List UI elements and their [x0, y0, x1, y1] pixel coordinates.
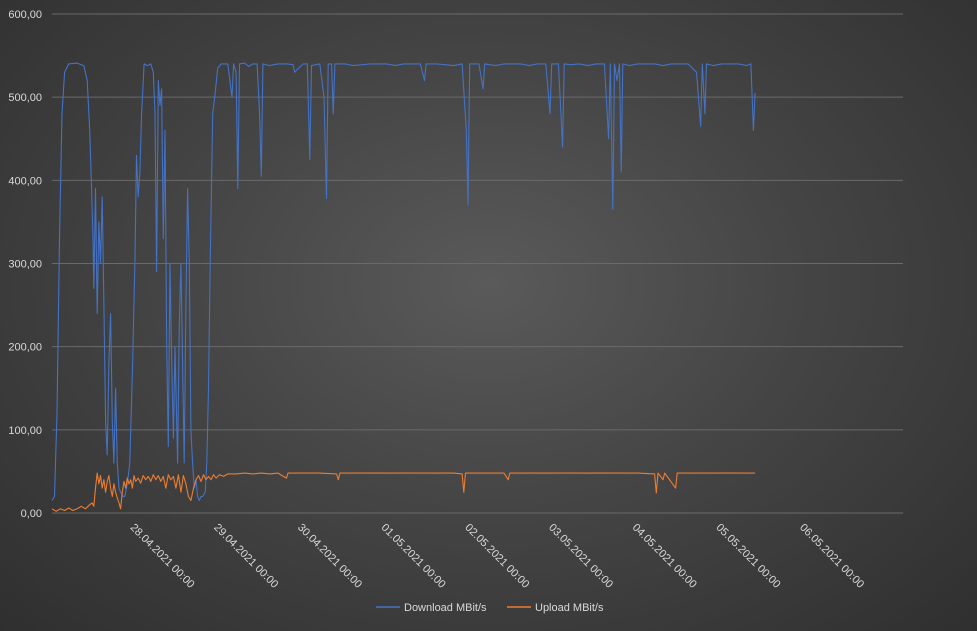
- y-tick-label: 600,00: [8, 9, 42, 21]
- y-tick-label: 300,00: [8, 259, 42, 271]
- x-tick: 04.05.2021 00:00: [630, 522, 699, 591]
- x-tick: 06.05.2021 00:00: [797, 522, 866, 591]
- x-tick: 02.05.2021 00:00: [462, 522, 531, 591]
- x-tick-label: 30.04.2021 00:00: [295, 522, 364, 591]
- x-tick-label: 05.05.2021 00:00: [713, 522, 782, 591]
- legend-label: Upload MBit/s: [535, 602, 604, 614]
- x-tick-label: 04.05.2021 00:00: [630, 522, 699, 591]
- x-tick-label: 29.04.2021 00:00: [211, 522, 280, 591]
- series-line-upload: [51, 472, 756, 512]
- y-tick-label: 400,00: [8, 175, 42, 187]
- legend-label: Download MBit/s: [404, 602, 487, 614]
- y-tick-label: 500,00: [8, 92, 42, 104]
- x-tick: 29.04.2021 00:00: [211, 522, 280, 591]
- x-tick-label: 01.05.2021 00:00: [379, 522, 448, 591]
- x-tick-label: 28.04.2021 00:00: [128, 522, 197, 591]
- x-tick: 30.04.2021 00:00: [295, 522, 364, 591]
- x-tick-label: 02.05.2021 00:00: [462, 522, 531, 591]
- x-tick: 03.05.2021 00:00: [546, 522, 615, 591]
- x-tick: 28.04.2021 00:00: [128, 522, 197, 591]
- y-tick-label: 100,00: [8, 425, 42, 437]
- y-tick-label: 0,00: [21, 508, 42, 520]
- x-tick-label: 06.05.2021 00:00: [797, 522, 866, 591]
- y-axis-ticks: 0,00 100,00 200,00 300,00 400,00 500,00 600,00: [8, 9, 42, 520]
- x-axis-ticks: 28.04.2021 00:00 29.04.2021 00:00 30.04.20…: [128, 522, 867, 591]
- series-lines: [51, 62, 756, 512]
- x-tick-label: 03.05.2021 00:00: [546, 522, 615, 591]
- series-line-download: [51, 62, 756, 502]
- legend: Download MBit/s Upload MBit/s: [376, 602, 604, 614]
- x-tick: 05.05.2021 00:00: [713, 522, 782, 591]
- x-tick: 01.05.2021 00:00: [379, 522, 448, 591]
- gridlines: [52, 13, 903, 514]
- y-tick-label: 200,00: [8, 342, 42, 354]
